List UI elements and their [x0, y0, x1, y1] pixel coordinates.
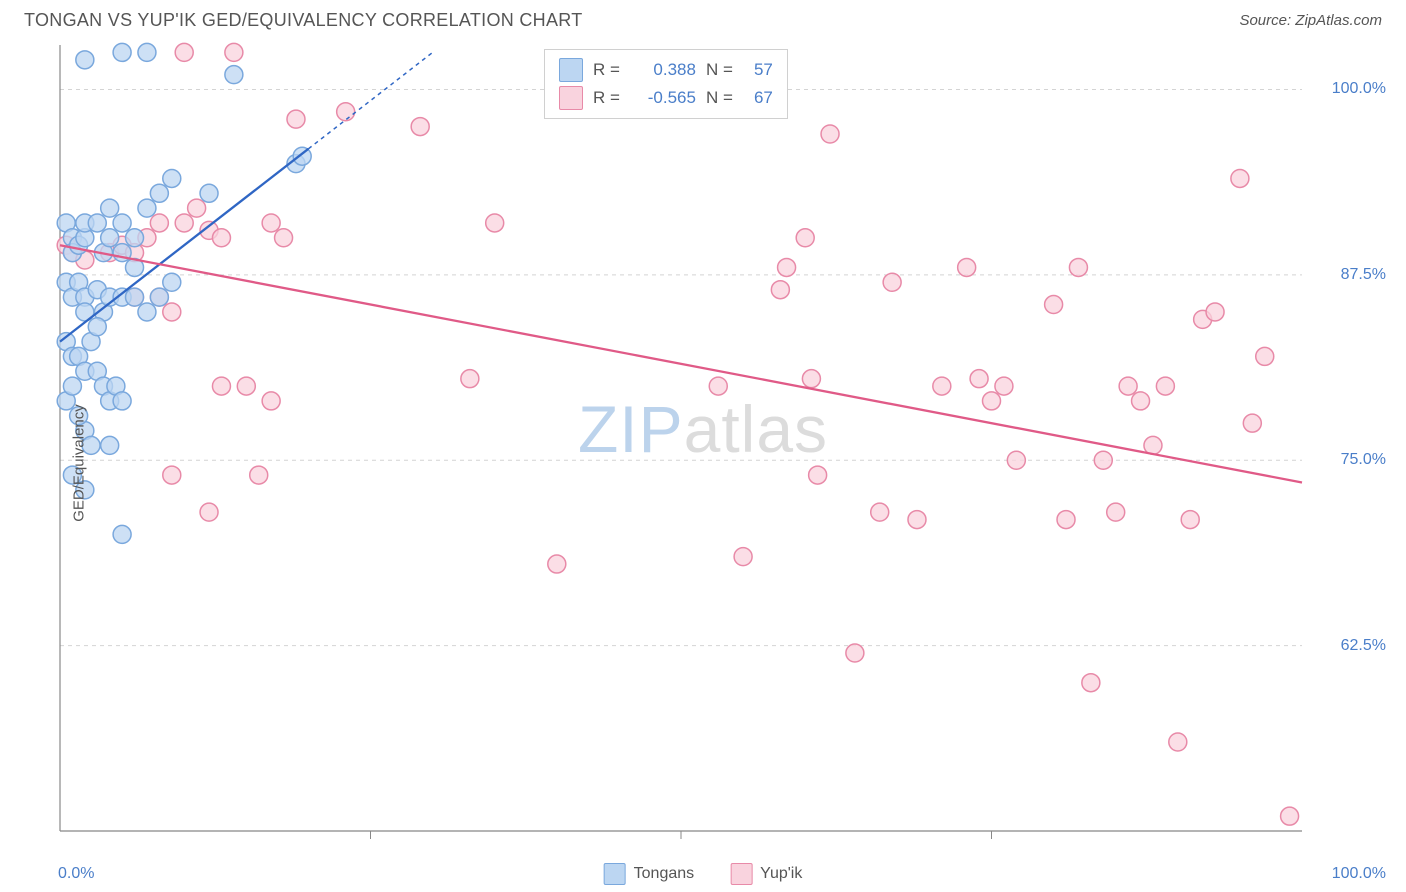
bottom-legend: Tongans Yup'ik [604, 863, 803, 885]
y-tick: 87.5% [1341, 266, 1386, 284]
stat-n-label: N = [706, 88, 733, 108]
x-tick-max: 100.0% [1332, 865, 1386, 883]
y-tick: 62.5% [1341, 637, 1386, 655]
legend-label-tongans: Tongans [634, 865, 695, 883]
y-tick: 100.0% [1332, 80, 1386, 98]
stat-r-label: R = [593, 60, 620, 80]
legend-item-tongans: Tongans [604, 863, 695, 885]
stat-row-tongans: R = 0.388 N = 57 [559, 56, 773, 84]
x-tick-min: 0.0% [58, 865, 94, 883]
scatter-plot [0, 39, 1406, 887]
stat-r-value: -0.565 [630, 88, 696, 108]
chart-title: TONGAN VS YUP'IK GED/EQUIVALENCY CORRELA… [24, 10, 583, 31]
stat-r-label: R = [593, 88, 620, 108]
stat-n-value: 57 [743, 60, 773, 80]
stat-n-label: N = [706, 60, 733, 80]
stat-n-value: 67 [743, 88, 773, 108]
stat-swatch-yupik [559, 86, 583, 110]
header: TONGAN VS YUP'IK GED/EQUIVALENCY CORRELA… [0, 0, 1406, 39]
stat-row-yupik: R = -0.565 N = 67 [559, 84, 773, 112]
chart-container: GED/Equivalency ZIPatlas 62.5%75.0%87.5%… [0, 39, 1406, 887]
legend-label-yupik: Yup'ik [760, 865, 802, 883]
stat-legend: R = 0.388 N = 57 R = -0.565 N = 67 [544, 49, 788, 119]
y-tick: 75.0% [1341, 451, 1386, 469]
legend-item-yupik: Yup'ik [730, 863, 802, 885]
swatch-tongans [604, 863, 626, 885]
stat-swatch-tongans [559, 58, 583, 82]
y-axis-label: GED/Equivalency [70, 404, 87, 522]
source-attribution: Source: ZipAtlas.com [1239, 12, 1382, 29]
stat-r-value: 0.388 [630, 60, 696, 80]
swatch-yupik [730, 863, 752, 885]
